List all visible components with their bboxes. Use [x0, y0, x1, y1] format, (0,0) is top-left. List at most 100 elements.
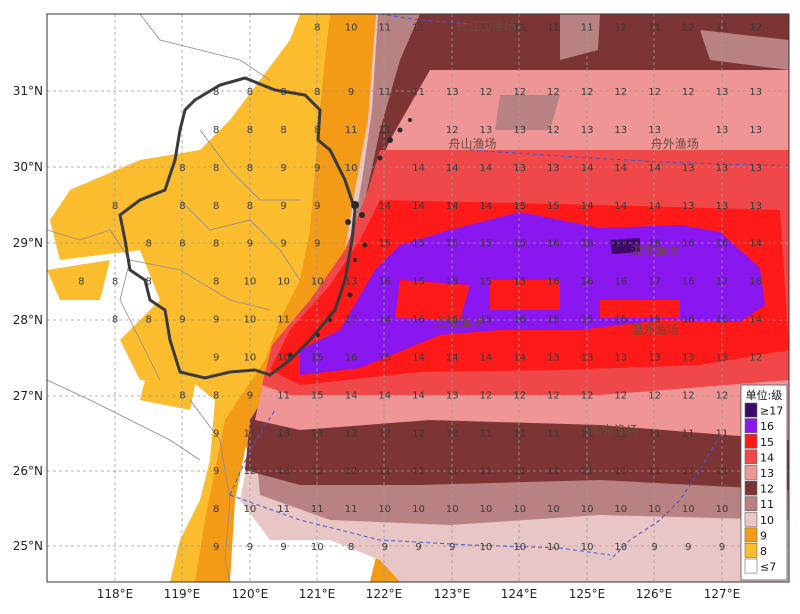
lon-label-122: 122°E — [366, 587, 403, 601]
wind-level-value: 8 — [146, 315, 152, 326]
wind-level-value: 13 — [311, 428, 324, 439]
legend-label: 10 — [760, 514, 774, 527]
wind-level-value: 13 — [716, 125, 729, 136]
wind-level-value: 12 — [446, 428, 459, 439]
lat-label-30: 30°N — [13, 160, 43, 174]
fishing-ground-label: 温外渔场 — [631, 323, 679, 337]
wind-level-value: 13 — [749, 201, 762, 212]
wind-level-value: 15 — [446, 239, 459, 250]
wind-level-value: 11 — [614, 466, 627, 477]
wind-level-value: 14 — [378, 201, 391, 212]
legend-title: 单位:级 — [746, 388, 783, 402]
wind-level-value: 9 — [348, 87, 354, 98]
wind-level-value: 9 — [247, 390, 253, 401]
wind-level-value: 14 — [412, 352, 425, 363]
legend-label: 8 — [760, 545, 767, 558]
wind-level-value: 12 — [480, 390, 493, 401]
legend-label: ≤7 — [760, 561, 776, 574]
zhejiang-boundary — [118, 76, 357, 380]
sea-area-boundaries — [229, 14, 789, 561]
wind-level-value: 8 — [213, 201, 219, 212]
wind-level-value: 16 — [547, 239, 560, 250]
wind-level-value: 12 — [648, 390, 661, 401]
wind-level-value: 15 — [614, 315, 627, 326]
wind-level-value: 14 — [749, 239, 762, 250]
lat-label-27: 27°N — [13, 389, 43, 403]
wind-level-value: 9 — [280, 163, 286, 174]
wind-level-value: 12 — [378, 428, 391, 439]
wind-level-value: 13 — [749, 163, 762, 174]
wind-level-value: 11 — [345, 125, 358, 136]
wind-level-value: 11 — [682, 428, 695, 439]
legend-swatch — [744, 543, 758, 558]
wind-level-value: 14 — [513, 352, 526, 363]
wind-level-value: 12 — [614, 87, 627, 98]
wind-level-value: 10 — [682, 504, 695, 515]
wind-level-value: 12 — [513, 87, 526, 98]
wind-level-value: 8 — [112, 315, 118, 326]
wind-level-value: 8 — [280, 87, 286, 98]
wind-level-value: 11 — [480, 466, 493, 477]
wind-level-value: 11 — [412, 23, 425, 34]
wind-level-value: 9 — [247, 239, 253, 250]
wind-level-value: 10 — [716, 504, 729, 515]
wind-level-value: 9 — [280, 542, 286, 553]
wind-level-value: 13 — [513, 125, 526, 136]
wind-level-value: 9 — [314, 163, 320, 174]
wind-level-value: 11 — [277, 504, 290, 515]
lat-label-26: 26°N — [13, 464, 43, 478]
wind-level-value: 8 — [348, 542, 354, 553]
wind-level-value: 12 — [480, 87, 493, 98]
lon-label-123: 123°E — [434, 587, 471, 601]
wind-level-value: 8 — [247, 125, 253, 136]
wind-level-value: 11 — [480, 23, 493, 34]
wind-level-value: 11 — [716, 466, 729, 477]
wind-level-value: 13 — [648, 125, 661, 136]
wind-level-value: 10 — [378, 504, 391, 515]
legend-label: 9 — [760, 529, 767, 542]
wind-level-value: 12 — [547, 87, 560, 98]
wind-level-value: 16 — [614, 277, 627, 288]
wind-level-value: 10 — [244, 352, 257, 363]
wind-level-value: 8 — [179, 163, 185, 174]
wind-level-value: 12 — [749, 352, 762, 363]
wind-level-value: 9 — [415, 542, 421, 553]
wind-level-value: 11 — [581, 428, 594, 439]
wind-level-value: 11 — [345, 504, 358, 515]
lat-label-29: 29°N — [13, 236, 43, 250]
wind-level-value: 13 — [581, 352, 594, 363]
wind-level-value: 15 — [513, 239, 526, 250]
wind-level-value: 14 — [648, 163, 661, 174]
lon-label-118: 118°E — [97, 587, 134, 601]
wind-level-value: 9 — [213, 315, 219, 326]
wind-level-value: 11 — [682, 466, 695, 477]
wind-level-value: 12 — [581, 390, 594, 401]
lon-label-126: 126°E — [636, 587, 673, 601]
wind-level-value: 8 — [213, 87, 219, 98]
wind-level-value: 13 — [547, 163, 560, 174]
fill-level-11-inner — [560, 14, 600, 60]
wind-level-value: 13 — [345, 277, 358, 288]
wind-level-value: 12 — [311, 466, 324, 477]
county-boundaries — [47, 14, 301, 582]
wind-level-value: 13 — [345, 428, 358, 439]
wind-level-value: 13 — [682, 201, 695, 212]
wind-level-value: 13 — [277, 466, 290, 477]
wind-level-value: 15 — [716, 315, 729, 326]
longitude-labels: 118°E 119°E 120°E 121°E 122°E 123°E 124°… — [97, 587, 741, 601]
wind-level-value: 15 — [412, 239, 425, 250]
wind-level-value: 16 — [547, 277, 560, 288]
wind-level-value: 13 — [547, 352, 560, 363]
wind-level-value: 12 — [244, 466, 257, 477]
wind-level-value: 10 — [547, 542, 560, 553]
wind-level-value: 9 — [314, 201, 320, 212]
wind-level-value: 12 — [513, 390, 526, 401]
legend-label: 11 — [760, 498, 774, 511]
wind-level-value: 10 — [244, 277, 257, 288]
legend-swatch — [744, 449, 758, 465]
wind-level-value: 14 — [412, 390, 425, 401]
wind-level-value: 16 — [682, 239, 695, 250]
wind-level-value: 12 — [682, 87, 695, 98]
lon-label-119: 119°E — [164, 587, 201, 601]
wind-level-value: 11 — [412, 466, 425, 477]
